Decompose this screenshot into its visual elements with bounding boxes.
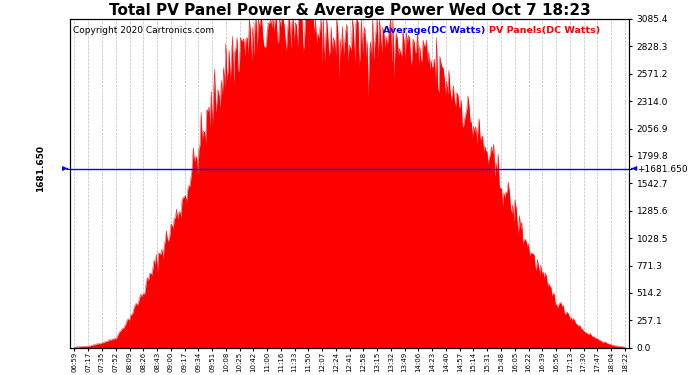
Title: Total PV Panel Power & Average Power Wed Oct 7 18:23: Total PV Panel Power & Average Power Wed… xyxy=(109,3,591,18)
Text: Copyright 2020 Cartronics.com: Copyright 2020 Cartronics.com xyxy=(73,26,215,34)
Text: Average(DC Watts): Average(DC Watts) xyxy=(383,26,486,34)
Text: 1681.650: 1681.650 xyxy=(36,145,46,192)
Text: PV Panels(DC Watts): PV Panels(DC Watts) xyxy=(489,26,600,34)
